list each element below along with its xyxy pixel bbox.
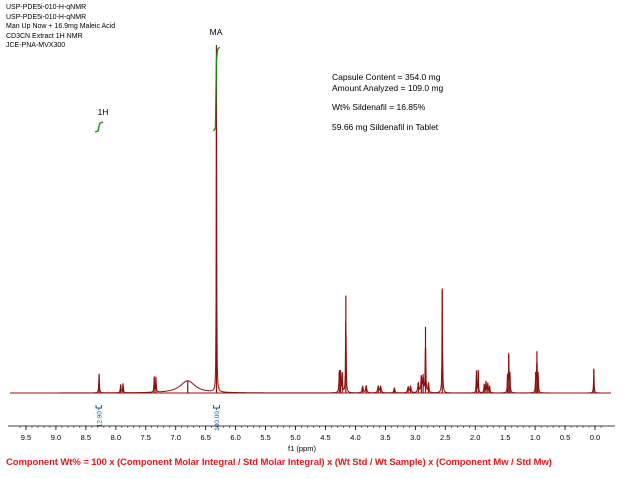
spectrum-envelope (14, 44, 607, 394)
x-tick-label: 8.0 (111, 433, 121, 442)
integral-curve-1h (94, 121, 104, 133)
integral-layer: 12.90 100.00 (94, 46, 221, 431)
header-line: Man Up Now + 16.9mg Maleic Acid (6, 23, 116, 30)
header-line: CD3CN Extract 1H NMR (6, 32, 83, 40)
spectrum-layer (10, 44, 611, 394)
integral-bracket: 100.00 (212, 405, 221, 431)
x-tick-label: 4.0 (350, 433, 360, 442)
x-tick-label: 3.0 (410, 433, 420, 442)
results-panel: Capsule Content = 354.0 mg Amount Analyz… (332, 72, 443, 132)
x-tick-label: 8.5 (81, 433, 91, 442)
x-tick-label: 1.0 (530, 433, 540, 442)
x-tick-label: 2.5 (440, 433, 450, 442)
integral-curve-ma (212, 46, 221, 132)
peak-label-1h: 1H (98, 107, 109, 117)
wt-percent-text: Wt% Sildenafil = 16.85% (332, 102, 426, 112)
x-tick-label: 4.5 (320, 433, 330, 442)
x-tick-label: 5.5 (260, 433, 270, 442)
x-tick-label: 7.5 (141, 433, 151, 442)
capsule-content-text: Capsule Content = 354.0 mg (332, 72, 441, 82)
mg-in-tablet-text: 59.66 mg Sildenafil in Tablet (332, 121, 439, 132)
header-line: JCE-PNA-MVX300 (6, 42, 66, 49)
integral-bracket: 12.90 (95, 405, 103, 428)
x-tick-label: 7.0 (171, 433, 181, 442)
x-tick-label: 2.0 (470, 433, 480, 442)
header-line: USP-PDE5i-010-H-qNMR (6, 4, 87, 11)
x-axis-title: f1 (ppm) (288, 444, 316, 453)
peak-label-ma: MA (210, 27, 223, 37)
x-tick-label: 0.0 (590, 433, 600, 442)
header-line: USP-PDE5i-010-H-qNMR (6, 13, 87, 21)
x-axis: 9.5 9.0 8.5 8.0 7.5 7.0 6.5 6.0 5.5 5.0 4.5 4.0 3.5 3… (8, 425, 615, 442)
x-tick-label: 9.5 (21, 433, 31, 442)
integral-label: 100.00 (214, 411, 221, 431)
x-tick-label: 0.5 (560, 433, 570, 442)
x-tick-label: 6.5 (200, 433, 210, 442)
x-tick-label: 1.5 (500, 433, 510, 442)
amount-analyzed-text: Amount Analyzed = 109.0 mg (332, 82, 444, 93)
spectrum-header: USP-PDE5i-010-H-qNMR USP-PDE5i-010-H-qNM… (6, 3, 115, 51)
integral-label: 12.90 (96, 411, 103, 428)
formula-text: Component Wt% = 100 x (Component Molar I… (6, 457, 552, 468)
x-tick-label: 9.0 (51, 433, 61, 442)
x-tick-label: 3.5 (380, 433, 390, 442)
x-tick-label: 5.0 (290, 433, 300, 442)
x-tick-label: 6.0 (230, 433, 240, 442)
